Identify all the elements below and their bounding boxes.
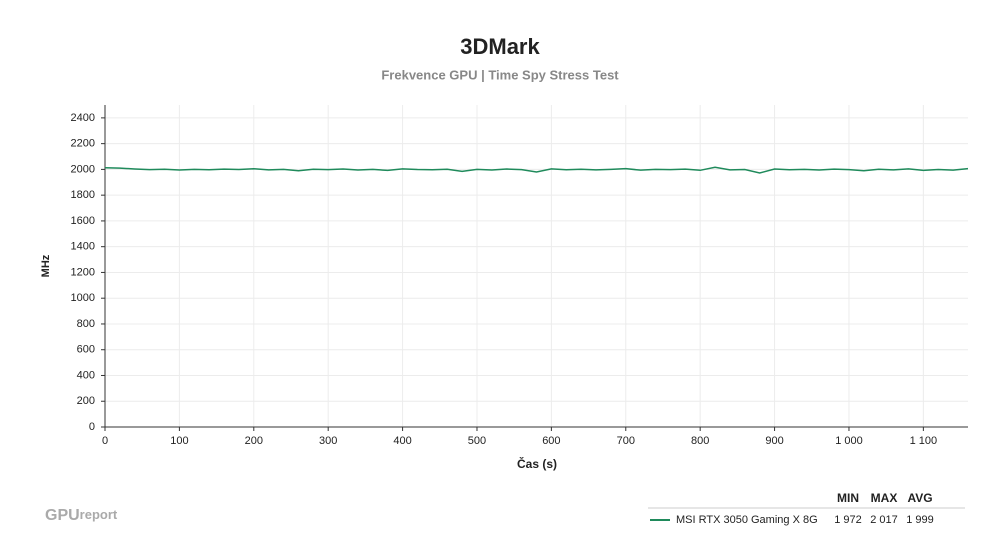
x-tick-label: 300 [319,435,337,447]
chart-title: 3DMark [460,34,540,59]
y-tick-label: 1200 [71,266,95,278]
legend-label: MSI RTX 3050 Gaming X 8G [676,514,818,526]
x-tick-label: 1 100 [910,435,938,447]
x-tick-label: 400 [393,435,411,447]
x-tick-label: 100 [170,435,188,447]
y-tick-label: 2200 [71,138,95,150]
stats-value: 1 972 [834,514,862,526]
brand: GPUreport [45,507,118,524]
y-tick-label: 1400 [71,241,95,253]
y-tick-label: 1000 [71,292,95,304]
y-tick-label: 2400 [71,112,95,124]
y-tick-label: 0 [89,421,95,433]
y-axis-label: MHz [40,254,52,277]
brand-gpu: GPU [45,507,80,524]
x-tick-label: 600 [542,435,560,447]
x-tick-label: 1 000 [835,435,863,447]
x-tick-label: 800 [691,435,709,447]
y-tick-label: 800 [77,318,95,330]
stats-value: 2 017 [870,514,898,526]
x-tick-label: 0 [102,435,108,447]
y-tick-label: 400 [77,369,95,381]
brand-report: report [80,507,118,522]
y-tick-label: 1800 [71,189,95,201]
stats-header: MIN [837,491,859,505]
x-tick-label: 500 [468,435,486,447]
chart-subtitle: Frekvence GPU | Time Spy Stress Test [381,67,619,82]
y-tick-label: 2000 [71,163,95,175]
y-tick-label: 1600 [71,215,95,227]
stats-header: MAX [871,491,898,505]
x-tick-label: 700 [617,435,635,447]
stats-value: 1 999 [906,514,934,526]
stats-header: AVG [907,491,932,505]
series-line [104,166,969,174]
y-tick-label: 600 [77,344,95,356]
y-tick-label: 200 [77,395,95,407]
x-tick-label: 200 [245,435,263,447]
x-axis-label: Čas (s) [517,456,557,471]
x-tick-label: 900 [765,435,783,447]
